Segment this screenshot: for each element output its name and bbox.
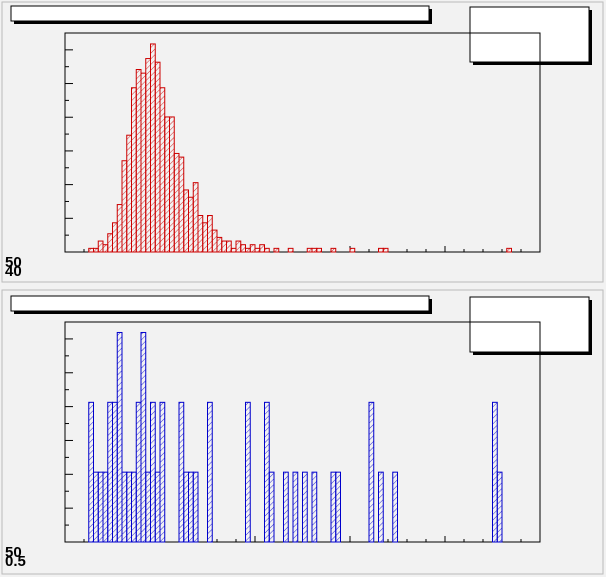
histogram-bar xyxy=(273,247,280,253)
histogram-bar xyxy=(216,236,223,253)
title-box xyxy=(10,295,430,312)
histogram-bar xyxy=(207,215,213,253)
histogram-bar xyxy=(221,240,227,253)
axis-label: 40 xyxy=(5,263,22,280)
histogram-bar xyxy=(197,215,204,253)
histogram-bar xyxy=(121,471,128,543)
axis-label: 50 xyxy=(5,544,22,561)
histogram-bar xyxy=(173,152,180,253)
plot-frame xyxy=(64,32,541,253)
axis-label: 50 xyxy=(5,254,22,271)
pad-top xyxy=(1,1,604,283)
histogram-bar xyxy=(164,116,170,253)
histogram-bar xyxy=(159,401,166,543)
histogram-bar xyxy=(235,240,242,253)
histogram-bar xyxy=(183,189,189,253)
histogram-bar xyxy=(135,69,142,253)
stats-box xyxy=(469,6,590,63)
histogram-bar xyxy=(97,471,104,543)
histogram-bar xyxy=(178,401,185,543)
histogram-bar xyxy=(259,244,265,253)
histogram-bar xyxy=(183,471,189,543)
title-box xyxy=(10,5,430,22)
histogram-bar xyxy=(249,244,256,253)
axis-label: 0.5 xyxy=(5,553,26,570)
histogram-bar xyxy=(131,87,137,253)
histogram-bar xyxy=(506,247,512,253)
histogram-bar xyxy=(287,247,294,253)
histogram-bar xyxy=(140,331,147,543)
histogram-bar xyxy=(102,244,109,253)
histogram-bar xyxy=(240,244,246,253)
histogram-bar xyxy=(188,471,194,543)
histogram-bar xyxy=(154,471,161,543)
histogram-bar xyxy=(330,471,337,543)
histogram-bar xyxy=(268,471,275,543)
histogram-bar xyxy=(88,401,94,543)
histogram-bar xyxy=(126,471,132,543)
histogram-bar xyxy=(150,43,156,253)
histogram-bar xyxy=(496,471,503,543)
histogram-bar xyxy=(492,401,498,543)
histogram-bar xyxy=(192,471,199,543)
histogram-bar xyxy=(102,471,109,543)
histogram-bar xyxy=(97,240,104,253)
histogram-bar xyxy=(330,247,337,253)
histogram-bar xyxy=(112,222,118,253)
histogram-bar xyxy=(335,471,341,543)
histogram-bar xyxy=(93,471,99,543)
histogram-bar xyxy=(292,471,299,543)
histogram-bar xyxy=(264,247,270,253)
histogram-bar xyxy=(306,247,313,253)
histogram-bar xyxy=(382,247,389,253)
histogram-bar xyxy=(112,401,118,543)
histogram-bar xyxy=(121,160,128,253)
histogram-bar xyxy=(169,116,175,253)
histogram-bar xyxy=(207,401,213,543)
histogram-bar xyxy=(316,247,322,253)
histogram-bar xyxy=(159,87,166,253)
histogram-bar xyxy=(192,182,199,253)
histogram-bar xyxy=(245,247,251,253)
histogram-bar xyxy=(140,72,147,253)
histogram-bar xyxy=(116,204,123,253)
histogram-bar xyxy=(211,229,218,253)
histogram-bar xyxy=(131,471,137,543)
histogram-bar xyxy=(154,61,161,253)
histogram-bar xyxy=(116,331,123,543)
histogram-bar xyxy=(93,247,99,253)
histogram-bar xyxy=(311,471,318,543)
histogram-bar xyxy=(264,401,270,543)
histogram-bar xyxy=(107,401,113,543)
histogram-bar xyxy=(302,471,308,543)
histogram-bar xyxy=(311,247,318,253)
histogram-bar xyxy=(378,247,384,253)
histogram-bar xyxy=(150,401,156,543)
histogram-bar xyxy=(368,401,375,543)
histogram-bar xyxy=(378,471,384,543)
histogram-bar xyxy=(135,401,142,543)
histogram-bar xyxy=(226,240,232,253)
histogram-bar xyxy=(349,247,356,253)
histogram-bar xyxy=(126,134,132,253)
histogram-bar xyxy=(283,471,289,543)
histogram-bar xyxy=(230,247,237,253)
histogram-bar xyxy=(107,233,113,253)
histogram-bar xyxy=(88,247,94,253)
histogram-bar xyxy=(145,58,151,253)
histogram-bar xyxy=(178,156,185,253)
stats-box xyxy=(469,296,590,353)
histogram-bar xyxy=(254,247,261,253)
histogram-bar xyxy=(392,471,398,543)
histogram-bar xyxy=(202,222,208,253)
histogram-bar xyxy=(245,401,251,543)
histogram-bar xyxy=(188,196,194,253)
histogram-bar xyxy=(145,471,151,543)
